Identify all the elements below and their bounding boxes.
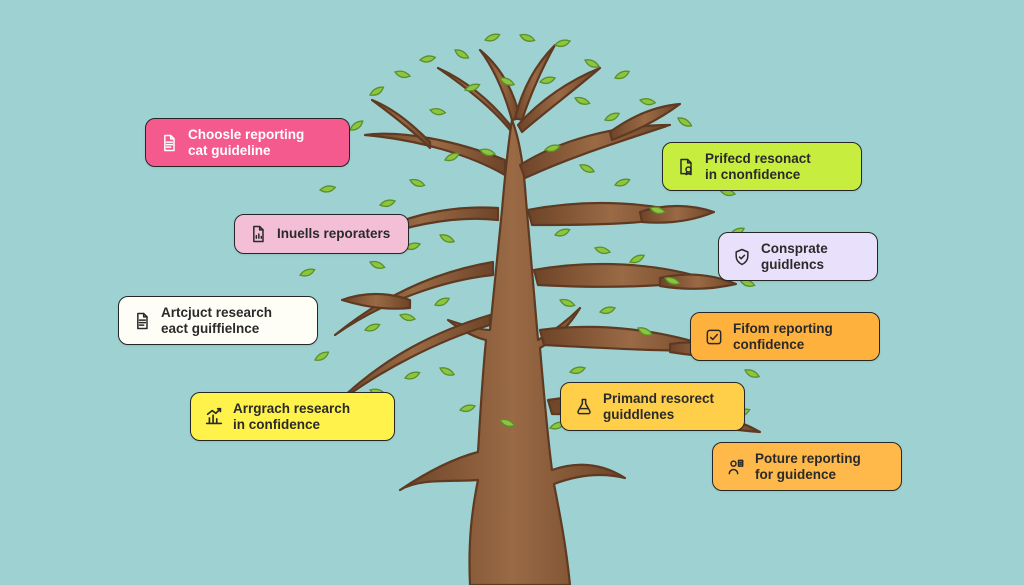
tree-illustration xyxy=(0,0,1024,585)
card-label: Poture reportingfor guidence xyxy=(755,451,889,482)
card-label: Fifom reportingconfidence xyxy=(733,321,867,352)
doc-bar-icon xyxy=(247,223,269,245)
person-doc-icon xyxy=(725,456,747,478)
doc-lines-icon xyxy=(131,310,153,332)
card-primand-resorect: Primand resorectguiddlenes xyxy=(560,382,745,431)
check-box-icon xyxy=(703,326,725,348)
card-label: Consprateguidlencs xyxy=(761,241,865,272)
card-poture-reporting: Poture reportingfor guidence xyxy=(712,442,902,491)
card-label: Inuells reporaters xyxy=(277,226,396,242)
card-label: Primand resorectguiddlenes xyxy=(603,391,732,422)
card-inuells-reporters: Inuells reporaters xyxy=(234,214,409,254)
doc-lines-icon xyxy=(158,132,180,154)
card-label: Prifecd resonactin cnonfidence xyxy=(705,151,849,182)
card-fifom-reporting: Fifom reportingconfidence xyxy=(690,312,880,361)
flask-icon xyxy=(573,396,595,418)
card-label: Arrgrach researchin confidence xyxy=(233,401,382,432)
shield-icon xyxy=(731,246,753,268)
card-arrgrach-research: Arrgrach researchin confidence xyxy=(190,392,395,441)
card-choose-reporting: Choosle reportingcat guideline xyxy=(145,118,350,167)
chart-arrow-icon xyxy=(203,406,225,428)
tree-leaves xyxy=(0,0,1024,585)
card-label: Choosle reportingcat guideline xyxy=(188,127,337,158)
diagram-canvas: Choosle reportingcat guideline Inuells re… xyxy=(0,0,1024,585)
card-artcjuct-research: Artcjuct researcheact guiffielnce xyxy=(118,296,318,345)
card-label: Artcjuct researcheact guiffielnce xyxy=(161,305,305,336)
doc-badge-icon xyxy=(675,156,697,178)
card-consprate-guidlencs: Consprateguidlencs xyxy=(718,232,878,281)
card-prifecd-resonact: Prifecd resonactin cnonfidence xyxy=(662,142,862,191)
